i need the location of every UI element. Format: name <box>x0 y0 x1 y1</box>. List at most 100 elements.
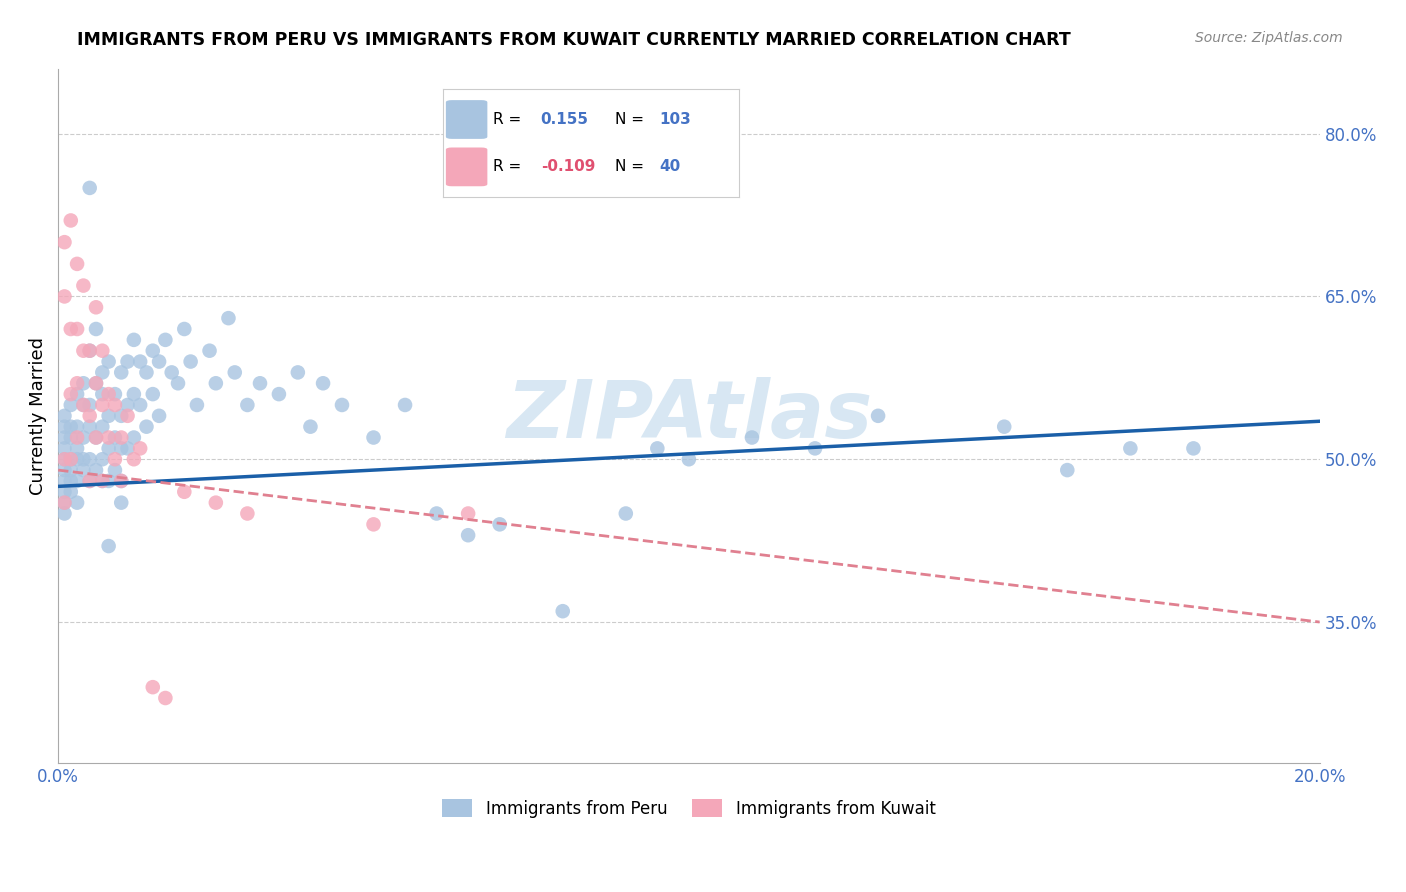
Point <box>91 387 114 401</box>
Point <box>53 452 76 467</box>
Point <box>72 463 94 477</box>
Point <box>53 409 76 423</box>
Point <box>488 517 510 532</box>
Point <box>53 496 76 510</box>
Point <box>155 691 177 706</box>
Point <box>1182 442 1205 456</box>
Point <box>79 474 101 488</box>
Point <box>66 442 89 456</box>
Point <box>457 528 479 542</box>
Point <box>66 496 89 510</box>
Point <box>868 409 890 423</box>
Point <box>59 322 82 336</box>
Point <box>614 507 637 521</box>
Point <box>110 431 132 445</box>
Point <box>84 431 107 445</box>
Y-axis label: Currently Married: Currently Married <box>30 337 46 495</box>
Point <box>330 398 353 412</box>
Point <box>122 452 145 467</box>
Point <box>84 463 107 477</box>
Point <box>97 539 120 553</box>
Point <box>91 474 114 488</box>
Point <box>66 376 89 391</box>
Point <box>53 463 76 477</box>
Point <box>59 452 82 467</box>
Point <box>224 366 246 380</box>
Point <box>72 398 94 412</box>
Point <box>122 431 145 445</box>
Point <box>236 398 259 412</box>
Point <box>66 387 89 401</box>
Point <box>363 517 385 532</box>
Point <box>91 419 114 434</box>
Point <box>180 354 202 368</box>
Point <box>66 452 89 467</box>
Point <box>551 604 574 618</box>
Point <box>110 474 132 488</box>
Point <box>53 442 76 456</box>
Point <box>236 507 259 521</box>
Point <box>186 398 208 412</box>
Point <box>91 452 114 467</box>
Point <box>59 398 82 412</box>
Point <box>167 376 190 391</box>
Point <box>59 213 82 227</box>
Point <box>79 409 101 423</box>
Point <box>66 322 89 336</box>
Point <box>66 257 89 271</box>
Point <box>173 322 195 336</box>
Point <box>117 354 139 368</box>
Point <box>97 474 120 488</box>
Point <box>79 474 101 488</box>
Point <box>53 484 76 499</box>
Point <box>1056 463 1078 477</box>
Point <box>84 431 107 445</box>
Point <box>129 398 152 412</box>
Point <box>53 431 76 445</box>
Point <box>249 376 271 391</box>
Point <box>110 474 132 488</box>
Point <box>104 387 127 401</box>
Point <box>59 463 82 477</box>
Point <box>79 181 101 195</box>
Point <box>53 419 76 434</box>
Point <box>79 398 101 412</box>
Point <box>91 474 114 488</box>
Text: IMMIGRANTS FROM PERU VS IMMIGRANTS FROM KUWAIT CURRENTLY MARRIED CORRELATION CHA: IMMIGRANTS FROM PERU VS IMMIGRANTS FROM … <box>77 31 1071 49</box>
Point <box>91 398 114 412</box>
Text: Source: ZipAtlas.com: Source: ZipAtlas.com <box>1195 31 1343 45</box>
Point <box>79 343 101 358</box>
Point <box>59 419 82 434</box>
Point <box>678 452 700 467</box>
Point <box>217 311 239 326</box>
Point <box>66 419 89 434</box>
Point <box>66 474 89 488</box>
Point <box>135 419 157 434</box>
Point <box>53 474 76 488</box>
Point <box>104 463 127 477</box>
Point <box>53 496 76 510</box>
Point <box>53 452 76 467</box>
Point <box>110 496 132 510</box>
Point <box>79 343 101 358</box>
Point <box>72 452 94 467</box>
Point <box>135 366 157 380</box>
Point <box>160 366 183 380</box>
Point <box>59 474 82 488</box>
Point <box>155 333 177 347</box>
Point <box>457 507 479 521</box>
Point <box>110 442 132 456</box>
Point <box>205 496 228 510</box>
Point <box>97 409 120 423</box>
Point <box>84 376 107 391</box>
Point <box>84 300 107 314</box>
Point <box>804 442 827 456</box>
Point <box>426 507 449 521</box>
Point <box>72 398 94 412</box>
Point <box>72 278 94 293</box>
Point <box>104 431 127 445</box>
Point <box>129 354 152 368</box>
Point <box>205 376 228 391</box>
Point <box>53 507 76 521</box>
Text: ZIPAtlas: ZIPAtlas <box>506 376 872 455</box>
